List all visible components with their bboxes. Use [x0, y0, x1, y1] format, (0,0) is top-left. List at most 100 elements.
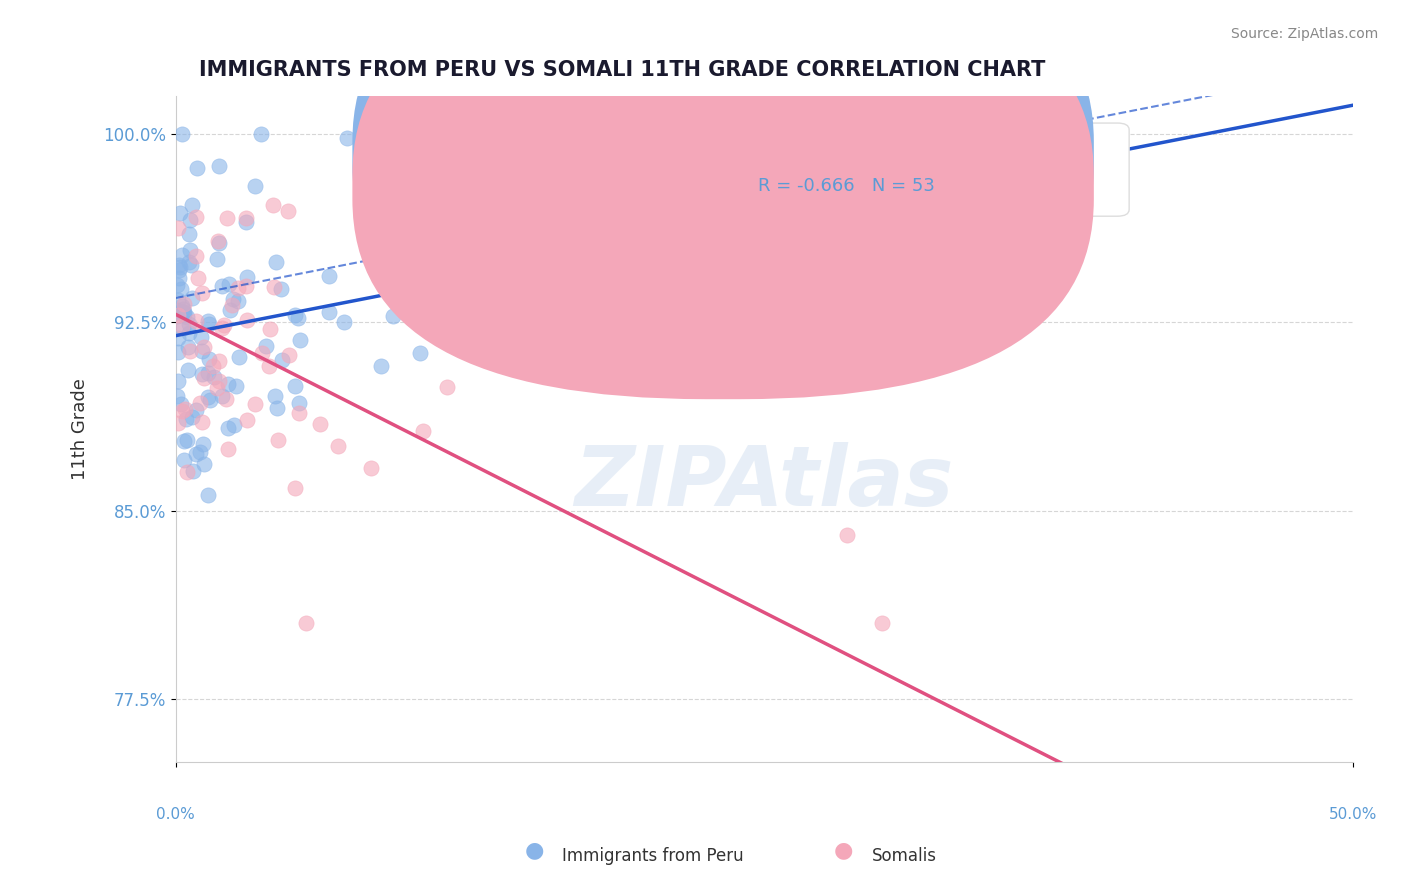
Point — [333, 315, 356, 329]
Point — [236, 313, 259, 327]
Point — [193, 370, 215, 384]
Point — [226, 293, 249, 308]
Point — [263, 279, 285, 293]
Point — [177, 227, 200, 242]
Point — [208, 236, 231, 251]
Point — [167, 293, 190, 307]
Point — [170, 397, 193, 411]
Point — [224, 418, 246, 433]
Point — [360, 461, 382, 475]
Point — [170, 404, 193, 418]
Point — [409, 346, 432, 360]
Point — [191, 286, 214, 301]
Text: ZIPAtlas: ZIPAtlas — [575, 442, 955, 523]
Point — [166, 221, 188, 235]
Point — [179, 213, 201, 227]
Point — [235, 211, 257, 225]
Point — [173, 401, 195, 416]
Point — [205, 381, 228, 395]
Text: Somalis: Somalis — [872, 847, 936, 865]
Point — [326, 439, 349, 453]
Point — [186, 403, 208, 417]
Point — [259, 359, 281, 374]
Point — [180, 409, 202, 424]
Point — [215, 211, 238, 225]
Point — [179, 243, 201, 257]
Point — [202, 370, 225, 384]
Point — [208, 354, 231, 368]
Point — [318, 268, 340, 283]
Point — [430, 298, 453, 312]
Text: R = -0.666   N = 53: R = -0.666 N = 53 — [758, 178, 935, 195]
Point — [191, 415, 214, 429]
Point — [221, 298, 243, 312]
Point — [391, 212, 413, 227]
Point — [294, 616, 316, 631]
FancyBboxPatch shape — [353, 0, 1094, 366]
Point — [271, 352, 294, 367]
Point — [226, 281, 249, 295]
Point — [170, 248, 193, 262]
Point — [184, 210, 207, 224]
Point — [412, 424, 434, 438]
Point — [177, 362, 200, 376]
Point — [167, 258, 190, 272]
Point — [212, 318, 235, 332]
Point — [201, 359, 224, 373]
Point — [245, 179, 267, 194]
Point — [200, 392, 222, 407]
Point — [188, 445, 211, 459]
Point — [193, 437, 215, 451]
Point — [222, 292, 245, 306]
Point — [173, 307, 195, 321]
Point — [254, 339, 277, 353]
Point — [437, 252, 460, 266]
Point — [235, 215, 257, 229]
Point — [287, 311, 309, 326]
Point — [193, 457, 215, 471]
Point — [177, 340, 200, 354]
Point — [167, 306, 190, 320]
Point — [249, 127, 271, 141]
Point — [167, 344, 190, 359]
FancyBboxPatch shape — [682, 123, 1129, 216]
Point — [218, 277, 240, 292]
Point — [252, 346, 274, 360]
Point — [173, 434, 195, 448]
Point — [370, 359, 392, 373]
Point — [284, 379, 307, 393]
Point — [186, 249, 208, 263]
Point — [245, 397, 267, 411]
Point — [173, 296, 195, 310]
Point — [173, 453, 195, 467]
Point — [173, 305, 195, 319]
Y-axis label: 11th Grade: 11th Grade — [72, 378, 89, 480]
Point — [179, 343, 201, 358]
Point — [176, 412, 198, 426]
Point — [197, 366, 219, 380]
Point — [835, 528, 858, 542]
Point — [277, 348, 299, 362]
Point — [277, 203, 299, 218]
Point — [288, 333, 311, 347]
Point — [166, 277, 188, 292]
Point — [208, 375, 231, 389]
Point — [308, 417, 330, 431]
Point — [186, 314, 208, 328]
Point — [170, 299, 193, 313]
Point — [167, 374, 190, 388]
Point — [288, 406, 311, 420]
Text: 0.0%: 0.0% — [156, 807, 195, 822]
Point — [440, 274, 463, 288]
Point — [335, 131, 357, 145]
Point — [382, 309, 405, 323]
Point — [264, 255, 287, 269]
Point — [169, 263, 191, 277]
Point — [187, 271, 209, 285]
Point — [262, 198, 284, 212]
Point — [172, 127, 194, 141]
Point — [181, 197, 204, 211]
Point — [191, 367, 214, 381]
Point — [197, 314, 219, 328]
Point — [176, 434, 198, 448]
